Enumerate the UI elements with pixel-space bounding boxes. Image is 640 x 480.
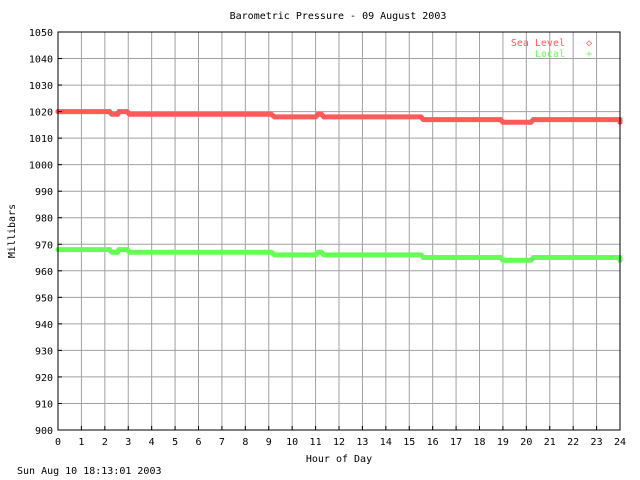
x-tick-label: 4 <box>149 437 155 448</box>
x-axis-label: Hour of Day <box>306 454 372 465</box>
data-point-sea-level <box>530 117 536 123</box>
axis-ticks: 0 1 2 3 4 5 6 7 8 9 10 11 12 13 14 15 16 17 18 19 20 21 22 23 24… <box>29 28 626 448</box>
x-tick-label: 1 <box>78 437 84 448</box>
y-tick-label: 1030 <box>29 81 53 92</box>
chart-title: Barometric Pressure - 09 August 2003 <box>230 11 447 22</box>
data-point-local <box>126 249 132 255</box>
data-point-local <box>530 255 536 261</box>
legend-marker-sea-level: ◇ <box>586 38 592 49</box>
x-tick-label: 24 <box>614 437 626 448</box>
series-layer <box>55 109 623 263</box>
x-tick-label: 3 <box>125 437 131 448</box>
x-tick-label: 11 <box>310 437 322 448</box>
x-tick-label: 15 <box>403 437 415 448</box>
y-tick-label: 1040 <box>29 55 53 66</box>
y-tick-label: 920 <box>35 373 53 384</box>
y-tick-label: 980 <box>35 214 53 225</box>
data-point-sea-level <box>315 111 321 117</box>
y-tick-label: 950 <box>35 293 53 304</box>
x-tick-label: 5 <box>172 437 178 448</box>
y-tick-label: 900 <box>35 426 53 437</box>
x-tick-label: 13 <box>356 437 368 448</box>
x-tick-label: 7 <box>219 437 225 448</box>
data-point-sea-level <box>272 114 278 120</box>
x-tick-label: 14 <box>380 437 392 448</box>
x-tick-label: 16 <box>427 437 439 448</box>
x-tick-label: 23 <box>591 437 603 448</box>
data-point-local <box>109 249 115 255</box>
y-tick-label: 930 <box>35 346 53 357</box>
grid <box>58 32 620 430</box>
legend-marker-local: + <box>586 49 592 60</box>
legend-label-local: Local <box>535 49 565 60</box>
generated-timestamp: Sun Aug 10 18:13:01 2003 <box>17 466 162 477</box>
data-point-local <box>116 247 122 253</box>
x-tick-label: 22 <box>567 437 579 448</box>
data-point-sea-level <box>109 111 115 117</box>
x-tick-label: 10 <box>286 437 298 448</box>
data-point-local <box>315 249 321 255</box>
y-tick-label: 1020 <box>29 108 53 119</box>
x-tick-label: 8 <box>242 437 248 448</box>
y-tick-label: 910 <box>35 399 53 410</box>
data-point-local <box>420 255 426 261</box>
data-point-sea-level <box>420 117 426 123</box>
y-tick-label: 1010 <box>29 134 53 145</box>
y-tick-label: 940 <box>35 320 53 331</box>
data-point-sea-level <box>268 111 274 117</box>
data-point-local <box>272 252 278 258</box>
data-point-local <box>321 252 327 258</box>
x-tick-label: 2 <box>102 437 108 448</box>
data-point-sea-level <box>321 114 327 120</box>
x-tick-label: 20 <box>520 437 532 448</box>
x-tick-label: 21 <box>544 437 556 448</box>
y-tick-label: 970 <box>35 240 53 251</box>
y-tick-label: 1050 <box>29 28 53 39</box>
y-tick-label: 990 <box>35 187 53 198</box>
data-point-sea-level <box>126 111 132 117</box>
y-tick-label: 960 <box>35 267 53 278</box>
data-point-local <box>268 249 274 255</box>
x-tick-label: 17 <box>450 437 462 448</box>
y-axis-label: Millibars <box>7 204 18 258</box>
legend-label-sea-level: Sea Level <box>511 38 565 49</box>
x-tick-label: 9 <box>266 437 272 448</box>
data-point-sea-level <box>116 109 122 115</box>
y-tick-label: 1000 <box>29 161 53 172</box>
x-tick-label: 19 <box>497 437 509 448</box>
legend: Sea Level ◇ Local + <box>511 38 592 60</box>
x-tick-label: 6 <box>195 437 201 448</box>
x-tick-label: 18 <box>473 437 485 448</box>
x-tick-label: 12 <box>333 437 345 448</box>
data-point-local <box>500 257 506 263</box>
x-tick-label: 0 <box>55 437 61 448</box>
data-point-sea-level <box>500 119 506 125</box>
